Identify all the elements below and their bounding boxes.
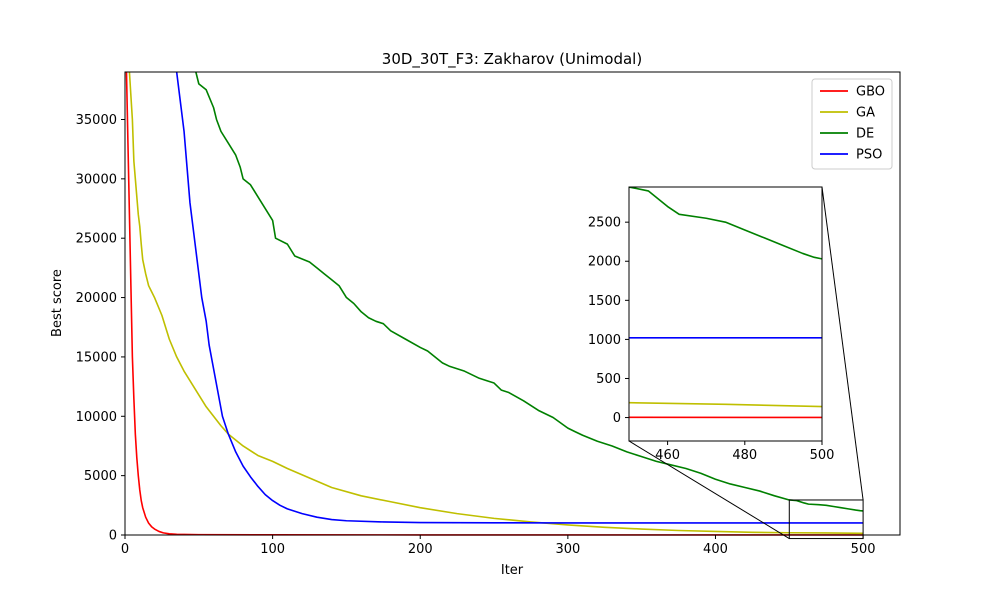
y-tick-label: 35000: [76, 113, 117, 128]
y-tick-label: 25000: [76, 232, 117, 247]
x-tick-label: 500: [851, 542, 876, 557]
x-tick-label: 400: [703, 542, 728, 557]
legend-label-pso: PSO: [856, 148, 882, 163]
x-tick-label: 0: [121, 542, 129, 557]
legend-box: [811, 78, 893, 170]
legend-label-de: DE: [856, 127, 874, 142]
legend-label-ga: GA: [856, 106, 875, 121]
x-tick-label: 200: [408, 542, 433, 557]
zoom-connector-line: [628, 440, 790, 539]
chart-title: 30D_30T_F3: Zakharov (Unimodal): [382, 50, 642, 69]
inset-y-tick-label: 2000: [588, 255, 621, 270]
inset-y-tick-label: 2500: [588, 216, 621, 231]
inset-y-tick-label: 0: [613, 411, 621, 426]
inset-x-tick-label: 460: [655, 448, 680, 463]
y-axis-label: Best score: [50, 269, 65, 337]
inset-x-tick-label: 500: [810, 448, 835, 463]
zoom-region-box: [788, 499, 864, 540]
series-line-ga: [128, 71, 864, 535]
inset-y-tick-label: 1500: [588, 294, 621, 309]
y-tick-label: 15000: [76, 350, 117, 365]
y-tick-label: 5000: [84, 469, 117, 484]
y-tick-label: 20000: [76, 291, 117, 306]
inset-y-tick-label: 500: [596, 372, 621, 387]
y-tick-label: 30000: [76, 172, 117, 187]
x-tick-label: 100: [260, 542, 285, 557]
y-tick-label: 10000: [76, 410, 117, 425]
series-line-de: [195, 71, 864, 512]
y-tick-label: 0: [109, 529, 117, 544]
inset-frame: [628, 186, 823, 442]
legend-label-gbo: GBO: [856, 85, 885, 100]
inset-y-tick-label: 1000: [588, 333, 621, 348]
inset-background: [629, 187, 822, 441]
zoom-connector-line: [821, 186, 864, 501]
series-line-pso: [175, 71, 864, 524]
inset-x-tick-label: 480: [732, 448, 757, 463]
x-tick-label: 300: [555, 542, 580, 557]
x-axis-label: Iter: [501, 563, 524, 578]
plot-frame: [124, 71, 901, 536]
